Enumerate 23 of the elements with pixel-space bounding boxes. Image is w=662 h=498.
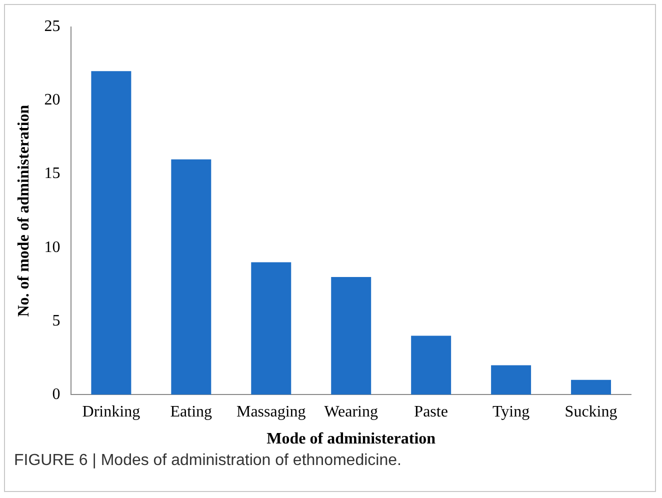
y-tick-label: 5 [52, 312, 60, 330]
y-tick-label: 15 [44, 165, 60, 182]
x-tick-label: Tying [492, 403, 530, 420]
x-tick-label: Drinking [82, 403, 140, 420]
bar [91, 71, 132, 395]
x-tick-label: Wearing [324, 403, 378, 420]
bar [331, 276, 372, 395]
bar [171, 159, 212, 395]
y-tick-label: 0 [52, 386, 60, 403]
y-tick-label: 20 [44, 92, 60, 109]
caption: FIGURE 6 | Modes of administration of ethnomedicine. [14, 452, 402, 470]
y-tick-label: 25 [44, 18, 60, 36]
bar [491, 365, 532, 395]
x-tick-label: Eating [170, 403, 212, 420]
bar [251, 262, 292, 395]
x-tick-label: Paste [414, 403, 448, 420]
x-axis-title: Mode of administeration [266, 430, 436, 448]
x-tick-label: Massaging [236, 403, 306, 420]
bar [411, 336, 452, 395]
x-tick-label: Sucking [564, 403, 618, 420]
y-tick-label: 10 [44, 238, 60, 256]
y-axis-title: No. of mode of administeration [16, 104, 33, 317]
bar [571, 380, 612, 395]
